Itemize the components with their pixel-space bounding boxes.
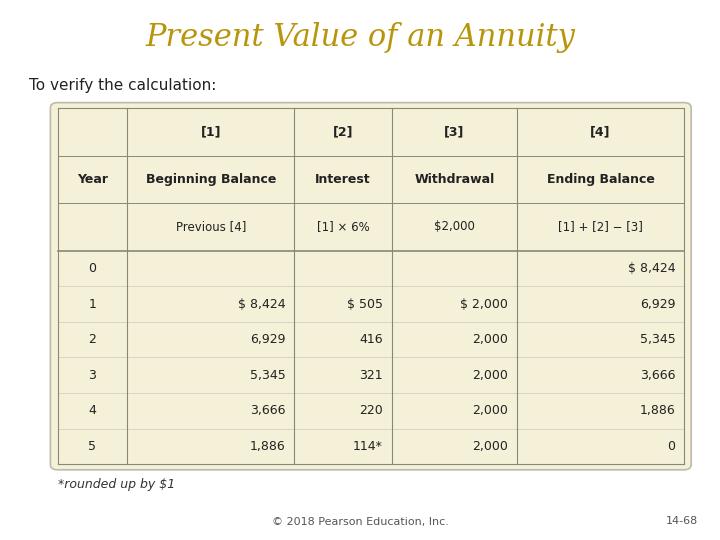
Text: 2,000: 2,000 — [472, 333, 508, 346]
Text: 2: 2 — [89, 333, 96, 346]
Text: [4]: [4] — [590, 125, 611, 138]
Text: 4: 4 — [89, 404, 96, 417]
Text: 1: 1 — [89, 298, 96, 310]
Text: 5,345: 5,345 — [639, 333, 675, 346]
Text: 114*: 114* — [354, 440, 383, 453]
Text: 6,929: 6,929 — [250, 333, 286, 346]
Text: 3,666: 3,666 — [640, 369, 675, 382]
Text: 321: 321 — [359, 369, 383, 382]
FancyBboxPatch shape — [50, 103, 691, 470]
Text: Previous [4]: Previous [4] — [176, 220, 246, 233]
Text: $ 505: $ 505 — [347, 298, 383, 310]
Text: 14-68: 14-68 — [666, 516, 698, 526]
Text: 3,666: 3,666 — [250, 404, 286, 417]
Text: 1,886: 1,886 — [639, 404, 675, 417]
Text: $ 8,424: $ 8,424 — [238, 298, 286, 310]
Text: 0: 0 — [89, 262, 96, 275]
Text: 3: 3 — [89, 369, 96, 382]
Text: To verify the calculation:: To verify the calculation: — [29, 78, 216, 93]
Text: 2,000: 2,000 — [472, 404, 508, 417]
Text: Beginning Balance: Beginning Balance — [145, 173, 276, 186]
Text: 5,345: 5,345 — [250, 369, 286, 382]
Text: $ 8,424: $ 8,424 — [628, 262, 675, 275]
Text: [1]: [1] — [200, 125, 221, 138]
Text: 0: 0 — [667, 440, 675, 453]
Text: Interest: Interest — [315, 173, 371, 186]
Text: 220: 220 — [359, 404, 383, 417]
Text: 416: 416 — [359, 333, 383, 346]
Text: [3]: [3] — [444, 125, 464, 138]
Text: Present Value of an Annuity: Present Value of an Annuity — [145, 22, 575, 52]
Text: © 2018 Pearson Education, Inc.: © 2018 Pearson Education, Inc. — [271, 516, 449, 526]
Text: 5: 5 — [89, 440, 96, 453]
Text: 6,929: 6,929 — [640, 298, 675, 310]
Text: 2,000: 2,000 — [472, 369, 508, 382]
Text: $2,000: $2,000 — [434, 220, 474, 233]
Text: [2]: [2] — [333, 125, 354, 138]
Text: 1,886: 1,886 — [250, 440, 286, 453]
Text: $ 2,000: $ 2,000 — [461, 298, 508, 310]
Text: 2,000: 2,000 — [472, 440, 508, 453]
Text: Year: Year — [77, 173, 108, 186]
Text: [1] + [2] − [3]: [1] + [2] − [3] — [558, 220, 643, 233]
Text: [1] × 6%: [1] × 6% — [317, 220, 369, 233]
Text: Ending Balance: Ending Balance — [546, 173, 654, 186]
Text: Withdrawal: Withdrawal — [414, 173, 495, 186]
Text: *rounded up by $1: *rounded up by $1 — [58, 478, 175, 491]
